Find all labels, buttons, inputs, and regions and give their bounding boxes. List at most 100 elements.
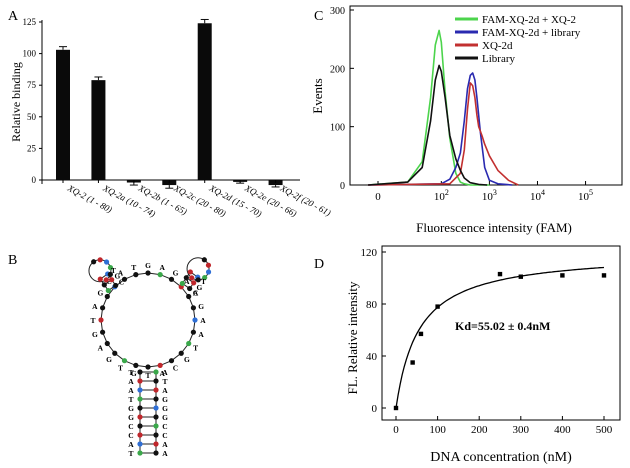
legend-label-3: XQ-2d <box>482 40 513 52</box>
nucleotide-letter: G <box>106 355 112 364</box>
nucleotide-node <box>189 275 195 281</box>
nucleotide-node <box>153 423 159 429</box>
nucleotide-letter: G <box>197 283 203 292</box>
nucleotide-node <box>157 272 163 278</box>
nucleotide-node <box>153 405 159 411</box>
nucleotide-node <box>137 378 143 384</box>
nucleotide-letter: T <box>162 377 167 386</box>
tick-label-d-x: 0 <box>393 424 399 436</box>
nucleotide-letter: A <box>184 277 190 286</box>
nucleotide-letter: T <box>131 263 136 272</box>
nucleotide-letter: G <box>173 268 179 277</box>
legend-label-1: FAM-XQ-2d + XQ-2 <box>482 14 576 26</box>
nucleotide-node <box>113 282 119 289</box>
tick-label-a-y: 50 <box>27 112 37 122</box>
data-point-5 <box>497 271 503 277</box>
nucleotide-letter: A <box>200 316 206 325</box>
nucleotide-letter: C <box>119 277 124 286</box>
bottom-stem <box>139 371 157 454</box>
nucleotide-node <box>187 285 193 292</box>
nucleotide-node <box>186 340 192 347</box>
data-point-4 <box>435 304 440 309</box>
series-line-3 <box>368 82 519 186</box>
bar-5 <box>197 23 212 180</box>
nucleotide-letter: A <box>162 386 168 395</box>
tick-label-c-x: 0 <box>375 191 381 203</box>
nucleotide-node <box>100 329 106 335</box>
nucleotide-letter: A <box>128 440 134 449</box>
kd-annotation: Kd=55.02 ± 0.4nM <box>455 319 550 333</box>
nucleotide-node <box>107 264 114 271</box>
nucleotide-node <box>121 276 128 282</box>
nucleotide-letter: A <box>118 268 124 277</box>
nucleotide-letter: C <box>128 431 133 440</box>
nucleotide-node <box>205 262 212 268</box>
nucleotide-letter: A <box>98 344 104 353</box>
nucleotide-node <box>105 287 111 294</box>
tick-label-d-x: 200 <box>471 424 488 436</box>
nucleotide-node <box>137 405 143 411</box>
series-line-4 <box>368 64 488 186</box>
nucleotide-node <box>201 257 207 263</box>
nucleotide-letter: G <box>162 413 168 422</box>
nucleotide-node <box>153 378 159 384</box>
nucleotide-letter: T <box>128 368 133 377</box>
tick-label-d-y: 0 <box>372 403 378 415</box>
nucleotide-node <box>145 270 151 276</box>
nucleotide-node <box>187 269 193 275</box>
nucleotide-letter: A <box>160 369 166 378</box>
nucleotide-node <box>100 305 106 311</box>
fit-curve <box>395 266 605 409</box>
nucleotide-node <box>103 277 109 283</box>
tick-label-a-y: 125 <box>23 17 37 27</box>
panel-d-binding-curve: 0 40 80 120 0 100 200 300 400 500 FL. Relative int… <box>345 245 621 465</box>
nucleotide-letter: G <box>145 261 151 270</box>
panel-letter-d: D <box>314 257 324 272</box>
nucleotide-node <box>153 387 159 393</box>
nucleotide-letter: T <box>90 316 95 325</box>
nucleotide-letter: A <box>92 302 98 311</box>
nucleotide-node <box>137 414 143 420</box>
data-point-7 <box>560 273 565 278</box>
series-line-1 <box>368 29 490 186</box>
nucleotide-node <box>153 414 159 420</box>
tick-label-c-y: 300 <box>330 6 345 17</box>
xlabel-c: Fluorescence intensity (FAM) <box>416 220 572 235</box>
tick-label-d-y: 40 <box>366 351 378 363</box>
nucleotide-node <box>192 317 198 323</box>
nucleotide-letter: G <box>97 289 103 298</box>
nucleotide-letter: A <box>162 440 168 449</box>
data-point-1 <box>393 405 399 411</box>
nucleotide-node <box>107 271 113 277</box>
nucleotide-letter: C <box>162 422 167 431</box>
legend-label-2: FAM-XQ-2d + library <box>482 27 581 39</box>
nucleotide-node <box>205 269 212 275</box>
nucleotide-node <box>137 432 143 438</box>
tick-label-d-x: 500 <box>596 424 613 436</box>
nucleotide-letter: A <box>193 289 199 298</box>
nucleotide-node <box>121 358 128 364</box>
nucleotide-letter: A <box>128 377 134 386</box>
nucleotide-node <box>145 364 151 370</box>
nucleotide-node <box>179 280 185 287</box>
nucleotide-letter: G <box>92 330 98 339</box>
tick-label-a-y: 0 <box>32 175 37 185</box>
nucleotide-node <box>133 362 139 368</box>
nucleotide-node <box>97 257 103 263</box>
panel-letter-c: C <box>314 9 323 24</box>
tick-label-c-y: 0 <box>340 181 345 192</box>
nucleotide-node <box>153 450 159 456</box>
nucleotide-node <box>137 441 143 447</box>
nucleotide-node <box>186 293 192 300</box>
nucleotide-node <box>101 282 107 288</box>
nucleotide-node <box>133 272 139 278</box>
nucleotide-node <box>109 277 115 283</box>
nucleotide-letter: C <box>173 364 178 373</box>
nucleotide-node <box>103 259 110 265</box>
bar-1 <box>56 49 70 180</box>
tick-label-c-y: 200 <box>330 64 345 75</box>
data-point-6 <box>518 274 523 279</box>
tick-label-c-x: 105 <box>578 188 593 203</box>
nucleotide-letter: G <box>162 395 168 404</box>
panel-letter-a: A <box>8 9 19 24</box>
